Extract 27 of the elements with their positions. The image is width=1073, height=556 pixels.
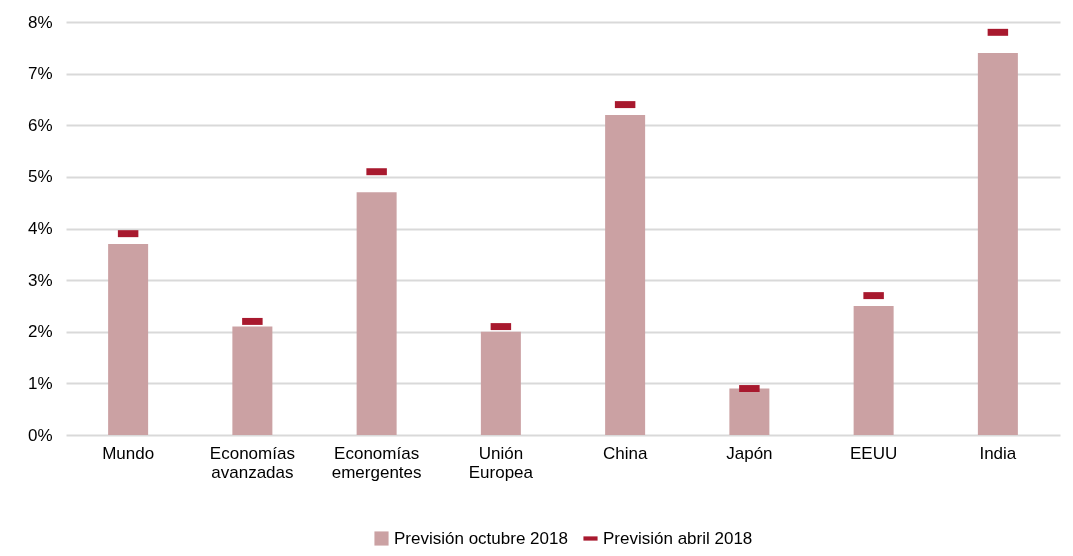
y-tick-label: 6% — [27, 115, 53, 135]
bar — [729, 388, 770, 435]
x-tick-label: China — [602, 443, 648, 463]
bar — [853, 305, 894, 435]
y-tick-label: 1% — [27, 373, 53, 393]
x-tick-label: Japón — [726, 443, 773, 463]
bar — [356, 192, 397, 435]
x-tick-label: Economías emergentes — [331, 443, 422, 482]
y-tick-label: 2% — [27, 322, 53, 342]
x-tick-label: Unión Europea — [468, 443, 534, 482]
bar — [480, 331, 521, 435]
bar — [108, 243, 149, 435]
y-tick-label: 4% — [27, 219, 53, 238]
bar — [232, 326, 273, 435]
legend-label: Previsión octubre 2018 — [394, 528, 568, 548]
x-tick-label: Mundo — [102, 443, 155, 463]
y-tick-label: 3% — [27, 270, 53, 290]
x-tick-label: EEUU — [850, 443, 898, 463]
y-tick-label: 8% — [27, 12, 53, 32]
y-tick-label: 7% — [27, 64, 53, 84]
bar — [605, 114, 646, 435]
y-tick-label: 5% — [27, 167, 53, 187]
bar — [977, 52, 1018, 435]
x-tick-label: India — [979, 443, 1017, 463]
y-tick-label: 0% — [27, 425, 53, 445]
x-tick-label: Economías avanzadas — [209, 443, 295, 482]
legend-label: Previsión abril 2018 — [603, 528, 753, 548]
